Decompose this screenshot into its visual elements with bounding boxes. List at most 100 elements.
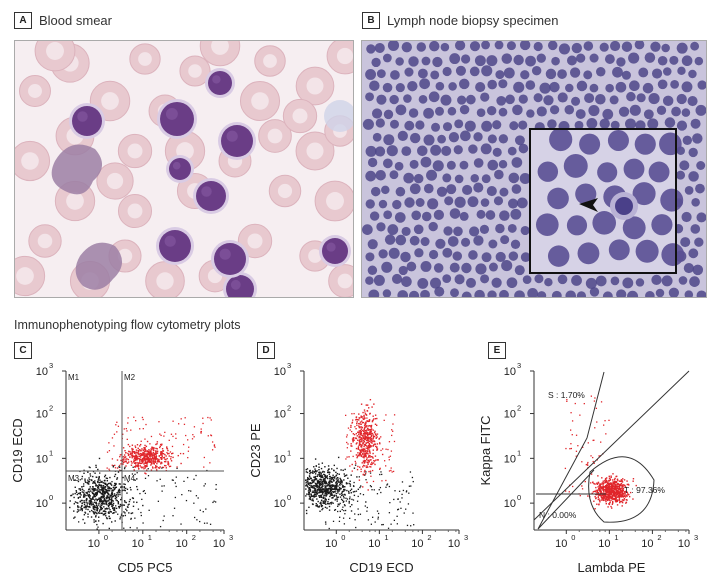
event-dot: [611, 490, 613, 493]
event-dot: [167, 462, 170, 465]
event-dot: [599, 490, 601, 493]
event-dot: [351, 421, 354, 423]
event-dot: [103, 475, 106, 478]
lymphocyte-nucleus: [221, 125, 253, 157]
event-dot: [349, 489, 352, 492]
event-dot: [207, 416, 209, 419]
event-dot: [144, 461, 146, 464]
event-dot: [93, 490, 95, 492]
event-dot: [104, 491, 106, 493]
event-dot: [321, 471, 324, 473]
event-dot: [113, 493, 116, 495]
event-dot: [609, 490, 611, 493]
tissue-nucleus: [476, 108, 486, 118]
event-dot: [614, 498, 617, 500]
event-dot: [93, 505, 96, 507]
event-dot: [149, 461, 151, 463]
event-dot: [98, 475, 100, 478]
tissue-nucleus: [395, 57, 404, 66]
event-dot: [617, 485, 619, 487]
event-dot: [622, 487, 625, 490]
event-dot: [614, 483, 617, 486]
tissue-nucleus: [533, 93, 543, 103]
tissue-nucleus: [569, 67, 581, 78]
event-dot: [370, 463, 372, 465]
event-dot: [148, 460, 151, 463]
event-dot: [93, 489, 95, 492]
event-dot: [364, 444, 366, 447]
event-dot: [355, 416, 358, 418]
event-dot: [608, 495, 611, 498]
event-dot: [77, 510, 80, 512]
tissue-nucleus: [547, 41, 558, 51]
event-dot: [612, 489, 615, 492]
event-dot: [605, 495, 608, 498]
event-dot: [358, 433, 360, 435]
event-dot: [359, 432, 362, 435]
event-dot: [366, 506, 368, 509]
event-dot: [570, 447, 572, 450]
event-dot: [350, 510, 353, 512]
rbc-pallor: [251, 92, 269, 110]
event-dot: [88, 466, 90, 468]
tissue-nucleus: [450, 288, 459, 297]
event-dot: [314, 476, 316, 478]
event-dot: [128, 512, 130, 514]
tissue-nucleus: [629, 80, 640, 92]
event-dot: [343, 493, 346, 496]
event-dot: [111, 490, 114, 492]
event-dot: [327, 485, 329, 487]
event-dot: [93, 511, 95, 513]
event-dot: [381, 473, 383, 476]
event-dot: [338, 473, 340, 475]
event-dot: [106, 483, 109, 486]
event-dot: [127, 443, 130, 446]
event-dot: [134, 479, 136, 481]
event-dot: [160, 463, 162, 465]
event-dot: [314, 485, 317, 487]
tissue-nucleus: [507, 223, 517, 233]
event-dot: [335, 481, 338, 483]
event-dot: [319, 488, 322, 490]
event-dot: [92, 482, 94, 484]
event-dot: [90, 479, 93, 481]
tissue-nucleus: [514, 135, 525, 146]
tissue-nucleus: [527, 288, 539, 297]
event-dot: [335, 484, 338, 487]
event-dot: [94, 495, 96, 498]
event-dot: [368, 447, 370, 449]
event-dot: [365, 455, 367, 458]
event-dot: [346, 447, 349, 449]
event-dot: [389, 455, 392, 457]
tissue-nucleus: [378, 249, 388, 259]
event-dot: [322, 490, 324, 492]
event-dot: [621, 484, 623, 487]
event-dot: [142, 449, 144, 451]
event-dot: [608, 487, 610, 490]
event-dot: [360, 416, 363, 418]
event-dot: [366, 481, 368, 484]
y-tick-exponent: 1: [517, 448, 521, 457]
event-dot: [321, 474, 323, 477]
event-dot: [110, 503, 112, 505]
event-dot: [581, 488, 584, 490]
event-dot: [144, 449, 147, 451]
tissue-nucleus: [376, 222, 386, 232]
event-dot: [360, 441, 362, 443]
event-dot: [131, 497, 134, 499]
event-dot: [361, 434, 364, 437]
tissue-nucleus: [448, 132, 460, 143]
event-dot: [135, 459, 137, 461]
event-dot: [144, 449, 146, 451]
event-dot: [615, 501, 617, 503]
event-dot: [611, 479, 614, 481]
event-dot: [624, 485, 626, 487]
event-dot: [315, 471, 317, 473]
event-dot: [342, 495, 345, 498]
event-dot: [166, 457, 168, 460]
event-dot: [144, 457, 146, 460]
event-dot: [603, 497, 605, 500]
event-dot: [344, 488, 346, 491]
event-dot: [116, 478, 118, 480]
event-dot: [146, 440, 149, 443]
